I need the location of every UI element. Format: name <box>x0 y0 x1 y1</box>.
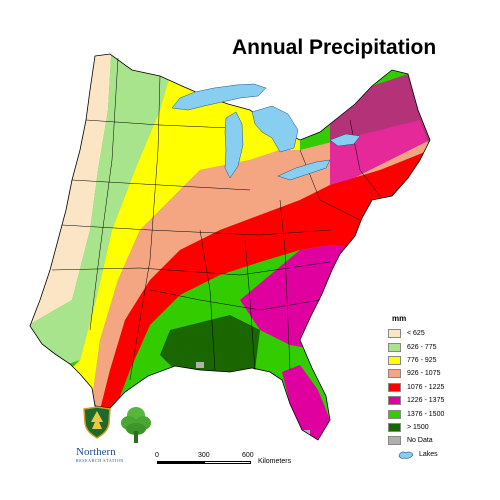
tree-icon <box>121 407 151 443</box>
org-subtitle: RESEARCH STATION <box>76 458 124 463</box>
legend-item: 926 - 1075 <box>388 367 498 380</box>
legend-label: 1076 - 1225 <box>407 383 445 391</box>
legend-swatch <box>388 409 401 419</box>
legend-label: 776 - 925 <box>407 356 437 364</box>
legend-swatch <box>388 369 401 379</box>
legend-swatch <box>388 436 401 446</box>
legend-label: < 625 <box>407 330 425 338</box>
scale-tick-0: 0 <box>155 452 159 459</box>
scale-segment-2 <box>204 461 251 464</box>
legend-label: 926 - 1075 <box>407 370 441 378</box>
legend-item-lakes: Lakes <box>388 450 498 460</box>
lake-icon <box>398 451 414 459</box>
scale-tick-600: 600 <box>242 452 254 459</box>
scale-bar-segments <box>157 461 251 464</box>
legend-label: 1376 - 1500 <box>407 410 445 418</box>
lake-ontario <box>329 133 361 147</box>
scale-tick-300: 300 <box>198 452 210 459</box>
legend-swatch <box>388 422 401 432</box>
legend-item: < 625 <box>388 327 498 340</box>
land-outline <box>29 53 431 441</box>
legend-swatch <box>388 355 401 365</box>
legend-item: 1376 - 1500 <box>388 407 498 420</box>
legend-label: 626 - 775 <box>407 343 437 351</box>
logos <box>78 405 158 475</box>
great-lakes <box>171 83 361 181</box>
legend-item: > 1500 <box>388 421 498 434</box>
org-name: Northern <box>76 446 116 458</box>
legend-item: 776 - 925 <box>388 354 498 367</box>
legend-item: 1076 - 1225 <box>388 381 498 394</box>
legend-item: No Data <box>388 434 498 447</box>
lake-icon-shape <box>398 451 414 459</box>
legend-swatch <box>388 329 401 339</box>
legend-swatch <box>388 396 401 406</box>
scale-unit: Kilometers <box>258 458 292 465</box>
legend-label: No Data <box>407 437 433 445</box>
scale-segment-1 <box>157 461 204 464</box>
legend-swatch <box>388 342 401 352</box>
legend-item: 626 - 775 <box>388 340 498 353</box>
tree-trunk <box>134 431 138 443</box>
legend-items: < 625 626 - 775 776 - 925 926 - 1075 1076 - … <box>388 327 498 448</box>
lake-huron <box>251 105 299 153</box>
usfs-shield-icon <box>83 406 111 439</box>
legend-label: > 1500 <box>407 423 429 431</box>
map-title: Annual Precipitation <box>232 36 437 59</box>
legend-unit: mm <box>392 314 407 323</box>
scale-bar: 0 300 600 Kilometers <box>150 452 310 472</box>
state-boundaries <box>51 57 381 381</box>
legend-label: 1226 - 1375 <box>407 397 445 405</box>
tree-crown-bottom <box>126 423 146 435</box>
lake-superior <box>171 83 267 111</box>
lake-michigan <box>224 111 244 179</box>
legend: mm < 625 626 - 775 776 - 925 926 - 1075 1076… <box>388 314 498 460</box>
lake-erie <box>277 159 331 181</box>
usfs-shield-tree <box>91 411 103 429</box>
legend-label-lakes: Lakes <box>419 451 438 459</box>
legend-item: 1226 - 1375 <box>388 394 498 407</box>
legend-swatch <box>388 382 401 392</box>
